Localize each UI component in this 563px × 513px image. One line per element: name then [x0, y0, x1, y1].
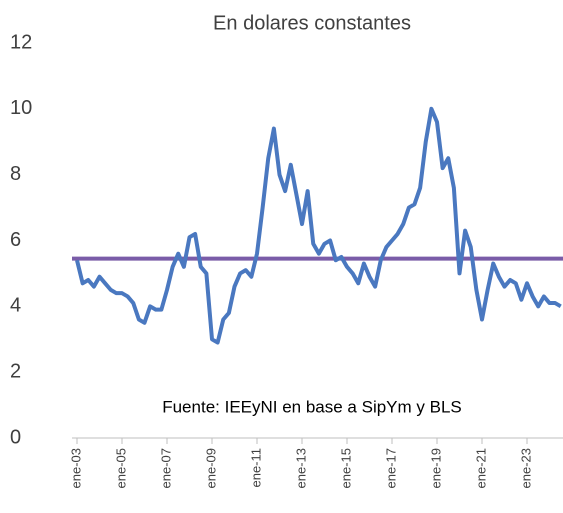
y-tick-label: 6	[10, 229, 21, 251]
y-tick-label: 2	[10, 360, 21, 382]
x-tick-label: ene-09	[203, 448, 218, 488]
data-line	[75, 106, 562, 345]
x-tick-label: ene-23	[518, 448, 533, 488]
x-tick-label: ene-03	[68, 448, 83, 488]
annotation: Fuente: IEEyNI en base a SipYm y BLS	[162, 397, 462, 416]
y-tick-label: 10	[10, 97, 32, 119]
y-tick-label: 4	[10, 295, 21, 317]
y-tick-label: 0	[10, 426, 21, 448]
x-tick-label: ene-11	[248, 448, 263, 488]
x-tick-label: ene-05	[113, 448, 128, 488]
y-tick-label: 12	[10, 31, 32, 53]
chart-title: En dolares constantes	[213, 12, 411, 34]
x-tick-label: ene-13	[293, 448, 308, 488]
y-tick-label: 8	[10, 163, 21, 185]
x-tick-label: ene-21	[473, 448, 488, 488]
x-tick-label: ene-15	[338, 448, 353, 488]
x-tick-label: ene-19	[428, 448, 443, 488]
x-tick-label: ene-17	[383, 448, 398, 488]
x-tick-label: ene-07	[158, 448, 173, 488]
